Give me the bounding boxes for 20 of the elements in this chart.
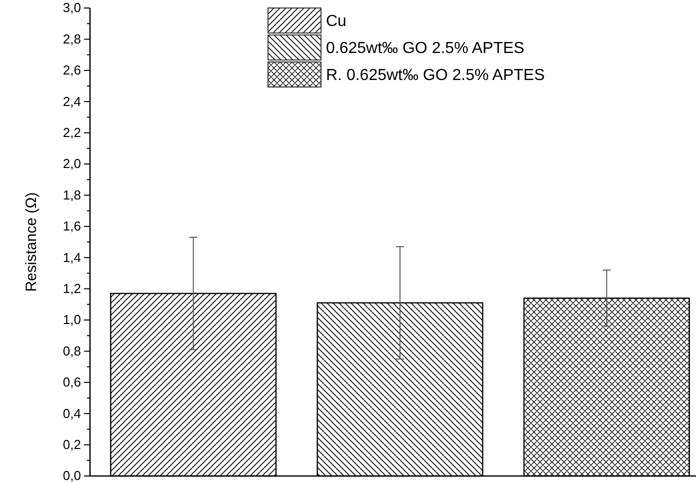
y-tick-label: 1,4 (62, 250, 81, 265)
legend-label: 0.625wt‰ GO 2.5% APTES (326, 40, 524, 57)
y-tick-label: 0,4 (62, 406, 81, 421)
y-axis-title: Resistance (Ω) (23, 192, 40, 292)
y-tick-label: 1,2 (62, 280, 81, 296)
y-tick-label: 1,6 (62, 218, 81, 234)
y-tick-label: 2,4 (62, 94, 81, 109)
y-tick-label: 0,0 (62, 468, 81, 482)
y-tick-label: 2,0 (62, 156, 81, 172)
legend-label: R. 0.625wt‰ GO 2.5% APTES (326, 67, 545, 84)
y-tick-label: 1,0 (62, 312, 81, 328)
y-tick-label: 1,8 (62, 187, 81, 202)
y-tick-label: 0,8 (62, 343, 81, 358)
y-tick-label: 2,6 (62, 62, 81, 78)
y-tick-label: 0,6 (62, 374, 81, 390)
y-tick-label: 2,8 (62, 31, 81, 46)
legend-label: Cu (326, 13, 346, 30)
y-tick-label: 0,2 (62, 436, 81, 452)
y-tick-label: 3,0 (62, 0, 81, 16)
y-tick-label: 2,2 (62, 124, 81, 140)
